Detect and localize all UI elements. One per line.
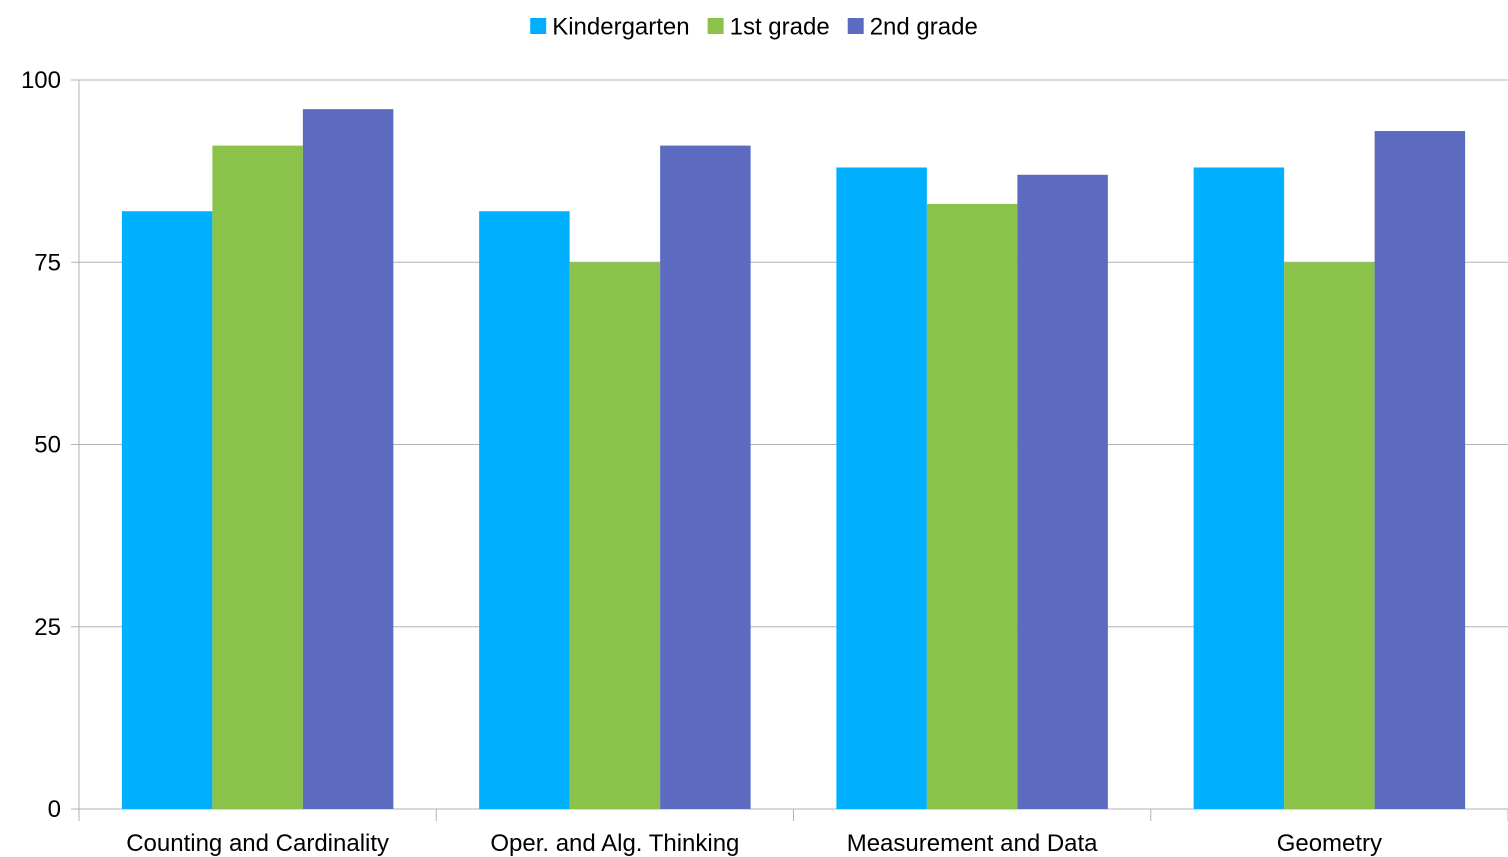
legend-label: 2nd grade	[870, 13, 978, 40]
bar-2nd-grade-2	[1017, 174, 1108, 809]
x-axis-labels: Counting and Cardinality Oper. and Alg. T…	[126, 830, 1382, 857]
bar-kindergarten-0	[121, 211, 213, 810]
legend-label: Kindergarten	[552, 13, 689, 40]
bar-kindergarten-3	[1193, 167, 1285, 810]
legend-swatch	[847, 18, 864, 34]
legend-label: 1st grade	[730, 13, 830, 40]
bars	[121, 109, 1466, 810]
bar-kindergarten-2	[836, 167, 927, 810]
bar-2nd-grade-3	[1374, 131, 1466, 809]
bar-kindergarten-1	[479, 211, 570, 810]
bar-2nd-grade-0	[302, 109, 394, 809]
y-tick-label: 75	[34, 249, 61, 276]
y-tick-label: 0	[48, 796, 61, 823]
bar-1st-grade-3	[1284, 262, 1375, 809]
legend-swatch	[707, 18, 724, 34]
y-axis-ticks: 0 25 50 75 100	[21, 67, 79, 823]
bar-1st-grade-1	[569, 262, 661, 809]
y-tick-label: 50	[34, 432, 61, 459]
bar-1st-grade-0	[212, 145, 303, 810]
legend-swatch	[530, 18, 547, 34]
x-category-label: Measurement and Data	[847, 830, 1098, 857]
bar-1st-grade-2	[926, 203, 1018, 809]
y-tick-label: 25	[34, 614, 61, 641]
x-category-label: Oper. and Alg. Thinking	[490, 830, 739, 857]
legend: Kindergarten 1st grade 2nd grade	[530, 13, 978, 40]
y-tick-label: 100	[21, 67, 61, 94]
bar-2nd-grade-1	[660, 145, 751, 810]
x-category-label: Counting and Cardinality	[126, 830, 389, 857]
x-category-label: Geometry	[1277, 830, 1382, 857]
